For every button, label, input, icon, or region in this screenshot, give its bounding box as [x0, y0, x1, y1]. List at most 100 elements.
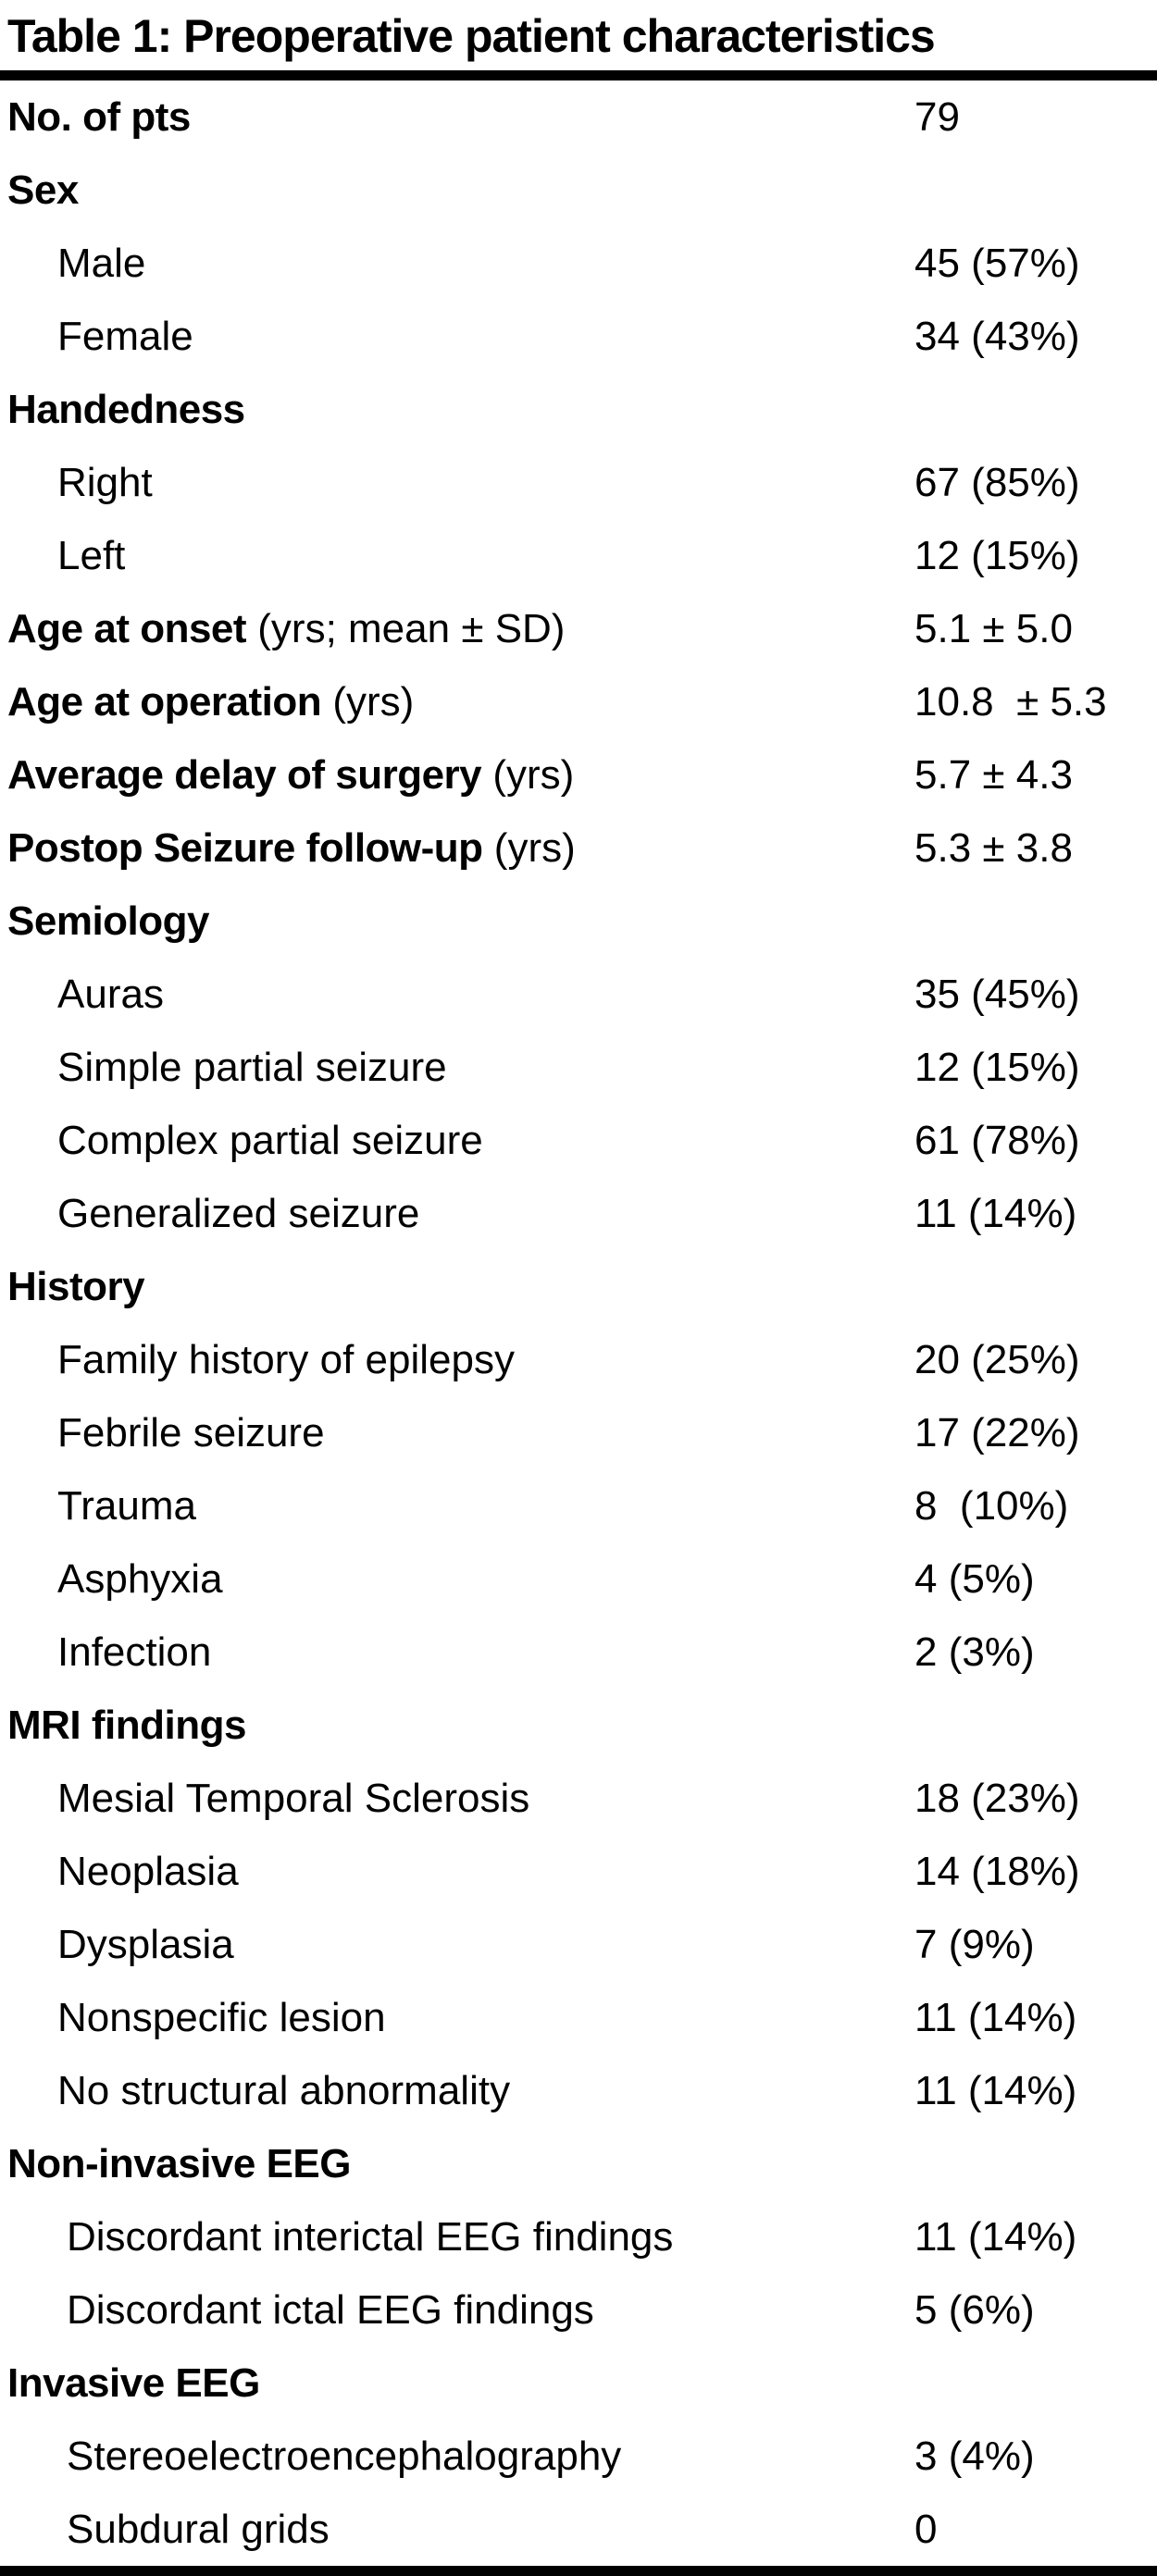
row-value: 34 (43%): [914, 314, 1080, 359]
table-row: Nonspecific lesion 11 (14%): [0, 1981, 1157, 2054]
row-label-cell: Discordant interictal EEG findings: [0, 2200, 914, 2273]
table-row: No. of pts 79: [0, 80, 1157, 154]
top-rule: [0, 70, 1157, 80]
table-row: Male 45 (57%): [0, 227, 1157, 300]
table-row: Postop Seizure follow-up (yrs) 5.3 ± 3.8: [0, 811, 1157, 885]
row-label-cell: Invasive EEG: [0, 2347, 914, 2420]
row-label: Semiology: [7, 898, 210, 944]
row-label-cell: Complex partial seizure: [0, 1104, 914, 1177]
row-label-cell: Female: [0, 300, 914, 373]
table-row: Left 12 (15%): [0, 519, 1157, 592]
row-label-cell: Nonspecific lesion: [0, 1981, 914, 2054]
row-value: 67 (85%): [914, 460, 1080, 505]
row-value: 12 (15%): [914, 1045, 1080, 1090]
row-value: 35 (45%): [914, 972, 1080, 1017]
row-label: Auras: [57, 972, 164, 1017]
row-label: Generalized seizure: [57, 1191, 420, 1236]
row-value: 2 (3%): [914, 1629, 1035, 1675]
row-label: Right: [57, 460, 153, 505]
row-label: Family history of epilepsy: [57, 1337, 515, 1382]
table-row: Trauma 8 (10%): [0, 1469, 1157, 1542]
row-label-cell: Generalized seizure: [0, 1177, 914, 1250]
row-label: Dysplasia: [57, 1922, 234, 1967]
row-label-cell: Age at operation (yrs): [0, 665, 914, 738]
row-label-cell: Dysplasia: [0, 1908, 914, 1981]
row-label-cell: History: [0, 1250, 914, 1323]
row-label-cell: Auras: [0, 958, 914, 1031]
row-label: Asphyxia: [57, 1556, 223, 1602]
row-value: 5.7 ± 4.3: [914, 752, 1073, 798]
row-label-cell: No structural abnormality: [0, 2054, 914, 2127]
row-value: 0: [914, 2507, 938, 2552]
table-row: Age at operation (yrs) 10.8 ± 5.3: [0, 665, 1157, 738]
row-label-cell: Trauma: [0, 1469, 914, 1542]
row-label-cell: Simple partial seizure: [0, 1031, 914, 1104]
row-value: 11 (14%): [914, 2068, 1077, 2113]
table-row: Family history of epilepsy 20 (25%): [0, 1323, 1157, 1396]
row-label: Complex partial seizure: [57, 1118, 483, 1163]
row-label-cell: Stereoelectroencephalography: [0, 2420, 914, 2493]
row-label-cell: Sex: [0, 154, 914, 227]
row-label: History: [7, 1264, 145, 1309]
row-label-cell: Male: [0, 227, 914, 300]
row-value: 79: [914, 94, 960, 140]
table-row: MRI findings: [0, 1689, 1157, 1762]
row-label-cell: Handedness: [0, 373, 914, 446]
row-label-cell: Discordant ictal EEG findings: [0, 2273, 914, 2347]
row-value: 20 (25%): [914, 1337, 1080, 1382]
table-title: Table 1: Preoperative patient characteri…: [7, 10, 936, 62]
row-label-cell: MRI findings: [0, 1689, 914, 1762]
row-label-suffix: (yrs): [321, 679, 415, 724]
table-row: Febrile seizure 17 (22%): [0, 1396, 1157, 1469]
row-label: Infection: [57, 1629, 212, 1675]
row-value: 5.1 ± 5.0: [914, 606, 1073, 651]
row-value: 4 (5%): [914, 1556, 1035, 1602]
row-label: Non-invasive EEG: [7, 2141, 352, 2186]
row-label-cell: Average delay of surgery (yrs): [0, 738, 914, 811]
row-label-cell: Right: [0, 446, 914, 519]
row-label: Male: [57, 241, 146, 286]
row-value: 10.8 ± 5.3: [914, 679, 1107, 724]
row-label: Discordant interictal EEG findings: [67, 2214, 674, 2260]
row-value: 7 (9%): [914, 1922, 1035, 1967]
row-value: 17 (22%): [914, 1410, 1080, 1455]
table-row: Auras 35 (45%): [0, 958, 1157, 1031]
row-label-cell: Postop Seizure follow-up (yrs): [0, 811, 914, 885]
row-label-cell: Left: [0, 519, 914, 592]
row-label: Subdural grids: [67, 2507, 330, 2552]
row-value: 45 (57%): [914, 241, 1080, 286]
table-row: Handedness: [0, 373, 1157, 446]
table-row: No structural abnormality 11 (14%): [0, 2054, 1157, 2127]
row-label: Discordant ictal EEG findings: [67, 2287, 594, 2333]
row-label: Postop Seizure follow-up: [7, 825, 483, 871]
row-label-suffix: (yrs): [481, 752, 575, 798]
row-value: 61 (78%): [914, 1118, 1080, 1163]
row-label-cell: Family history of epilepsy: [0, 1323, 914, 1396]
table-row: Sex: [0, 154, 1157, 227]
table-row: History: [0, 1250, 1157, 1323]
row-label-cell: Age at onset (yrs; mean ± SD): [0, 592, 914, 665]
row-label-cell: Subdural grids: [0, 2493, 914, 2566]
row-label: Simple partial seizure: [57, 1045, 447, 1090]
row-label-cell: Neoplasia: [0, 1835, 914, 1908]
table-row: Invasive EEG: [0, 2347, 1157, 2420]
table-row: Stereoelectroencephalography 3 (4%): [0, 2420, 1157, 2493]
row-label-cell: Mesial Temporal Sclerosis: [0, 1762, 914, 1835]
table-row: Infection 2 (3%): [0, 1616, 1157, 1689]
row-label: Handedness: [7, 387, 245, 432]
row-label-cell: Infection: [0, 1616, 914, 1689]
row-label-cell: Semiology: [0, 885, 914, 958]
row-label: Age at operation: [7, 679, 322, 724]
table-row: Average delay of surgery (yrs) 5.7 ± 4.3: [0, 738, 1157, 811]
table-row: Subdural grids 0: [0, 2493, 1157, 2566]
row-label: Nonspecific lesion: [57, 1995, 386, 2040]
row-label: Sex: [7, 167, 79, 213]
table-row: Neoplasia 14 (18%): [0, 1835, 1157, 1908]
row-label-cell: No. of pts: [0, 80, 914, 154]
row-value: 5 (6%): [914, 2287, 1035, 2333]
row-label: Average delay of surgery: [7, 752, 482, 798]
row-label: Mesial Temporal Sclerosis: [57, 1776, 530, 1821]
row-value: 8 (10%): [914, 1483, 1069, 1529]
row-label: Left: [57, 533, 126, 578]
